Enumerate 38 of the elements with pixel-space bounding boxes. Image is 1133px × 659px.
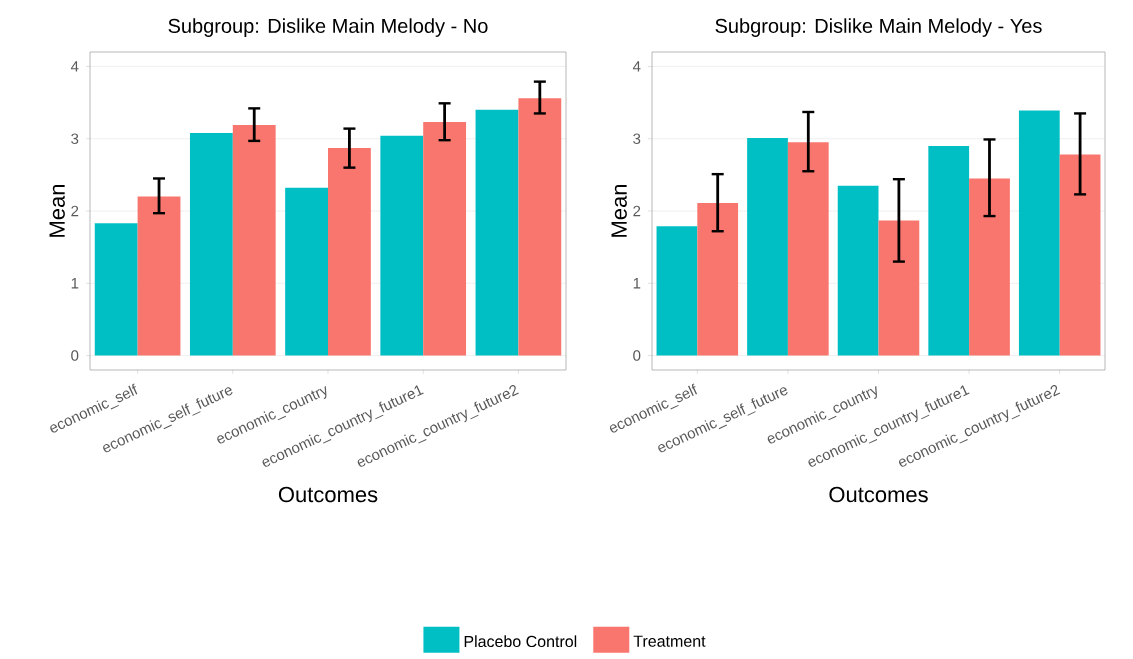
y-tick-label: 3 bbox=[633, 133, 641, 145]
bar bbox=[423, 122, 467, 356]
y-tick-label: 4 bbox=[632, 61, 641, 72]
legend-label: Placebo Control bbox=[464, 635, 577, 648]
y-axis-title: Mean bbox=[49, 184, 65, 237]
bar bbox=[380, 135, 424, 356]
bar bbox=[928, 145, 970, 356]
bar bbox=[878, 220, 920, 356]
y-tick-label: 1 bbox=[71, 278, 79, 289]
bar bbox=[747, 138, 788, 356]
y-tick-label: 1 bbox=[633, 278, 641, 289]
y-tick-label: 4 bbox=[70, 61, 79, 72]
bar bbox=[837, 185, 879, 356]
bar bbox=[475, 109, 519, 356]
y-tick-label: 2 bbox=[633, 205, 641, 217]
y-tick-label: 0 bbox=[71, 350, 79, 361]
y-tick-label: 3 bbox=[71, 133, 79, 145]
x-axis-title: Outcomes bbox=[278, 486, 378, 503]
bar bbox=[1018, 110, 1060, 356]
bar bbox=[656, 226, 698, 356]
y-axis-title: Mean bbox=[611, 184, 627, 237]
bar bbox=[1059, 154, 1101, 356]
legend-label: Treatment bbox=[633, 635, 706, 647]
bar bbox=[232, 125, 276, 356]
bar bbox=[969, 178, 1010, 356]
bar bbox=[189, 132, 233, 356]
bar bbox=[787, 142, 829, 356]
x-axis-title: Outcomes bbox=[829, 486, 928, 503]
bar bbox=[94, 223, 138, 356]
bar bbox=[518, 98, 562, 356]
y-tick-label: 0 bbox=[633, 350, 641, 361]
bar bbox=[285, 187, 328, 356]
chart-title: Subgroup: Dislike Main Melody - Yes bbox=[715, 18, 1042, 37]
bar bbox=[697, 203, 739, 356]
chart-title: Subgroup: Dislike Main Melody - No bbox=[168, 18, 488, 37]
bar bbox=[137, 196, 181, 356]
bar bbox=[328, 148, 371, 356]
y-tick-label: 2 bbox=[71, 205, 79, 217]
